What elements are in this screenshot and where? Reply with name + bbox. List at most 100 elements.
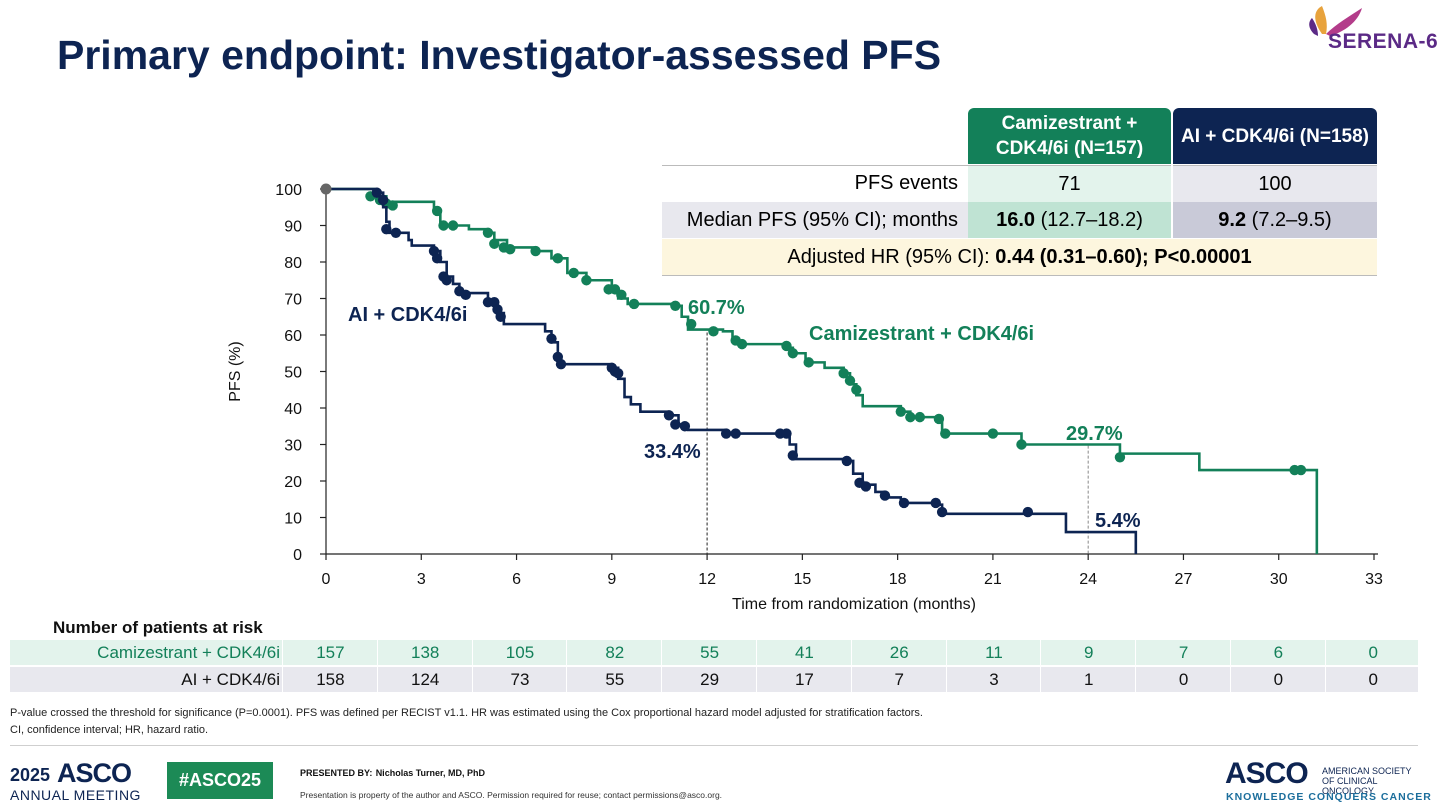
row-label-median: Median PFS (95% CI); months — [662, 202, 968, 238]
at-risk-value: 1 — [1040, 667, 1136, 692]
camizestrant-censor-mark — [708, 326, 719, 337]
y-tick-label: 100 — [275, 182, 302, 199]
x-tick-label: 33 — [1365, 571, 1383, 588]
y-tick-label: 30 — [284, 438, 302, 455]
at-risk-value: 0 — [1135, 667, 1231, 692]
camizestrant-censor-mark — [552, 253, 564, 264]
ai-censor-mark — [441, 275, 452, 286]
camizestrant-censor-mark — [787, 348, 799, 359]
events-ai: 100 — [1173, 165, 1377, 202]
hazard-ratio-row: Adjusted HR (95% CI): 0.44 (0.31–0.60); … — [662, 239, 1377, 276]
camizestrant-censor-mark — [895, 406, 907, 417]
ai-censor-mark — [381, 223, 392, 235]
y-tick-label: 60 — [284, 328, 302, 345]
camizestrant-censor-mark — [1295, 464, 1307, 476]
at-risk-value: 157 — [282, 640, 378, 665]
ai-censor-mark — [936, 506, 948, 518]
start-point — [320, 183, 332, 195]
cam-curve-label: Camizestrant + CDK4/6i — [809, 323, 1034, 345]
x-tick-label: 18 — [889, 571, 907, 588]
at-risk-row-label: Camizestrant + CDK4/6i — [97, 643, 280, 662]
at-risk-value: 73 — [471, 667, 568, 692]
ai-censor-mark — [730, 428, 741, 439]
ai-censor-mark — [431, 253, 443, 264]
table-header-ai: AI + CDK4/6i (N=158) — [1173, 108, 1377, 164]
ai-censor-mark — [720, 428, 732, 439]
x-tick-label: 24 — [1079, 571, 1097, 588]
ai-censor-mark — [546, 333, 557, 344]
camizestrant-censor-mark — [628, 298, 640, 310]
at-risk-value: 41 — [756, 640, 852, 665]
median-ai-value: 9.2 — [1218, 208, 1247, 231]
cam-landmark-12: 60.7% — [688, 297, 745, 319]
ai-censor-mark — [390, 227, 402, 238]
camizestrant-censor-mark — [803, 357, 814, 368]
events-camizestrant: 71 — [968, 165, 1171, 202]
camizestrant-censor-mark — [844, 375, 856, 386]
at-risk-row-camizestrant: Camizestrant + CDK4/6i 157 138 105 82 55 41 26 1… — [10, 640, 1418, 665]
property-note: Presentation is property of the author a… — [300, 790, 723, 800]
at-risk-value: 105 — [471, 640, 568, 665]
at-risk-value: 7 — [1135, 640, 1231, 665]
ai-censor-mark — [612, 368, 624, 379]
ai-censor-mark — [670, 419, 681, 430]
camizestrant-censor-mark — [781, 340, 792, 352]
camizestrant-censor-mark — [686, 318, 697, 330]
median-ai: 9.2 (7.2–9.5) — [1173, 202, 1377, 238]
cam-landmark-24: 29.7% — [1066, 423, 1123, 445]
presented-by: PRESENTED BY: Nicholas Turner, MD, PhD — [300, 765, 485, 779]
at-risk-row-label: AI + CDK4/6i — [181, 670, 280, 689]
median-ai-ci: (7.2–9.5) — [1251, 208, 1332, 231]
footnote-2: CI, confidence interval; HR, hazard rati… — [10, 724, 209, 736]
table-header-camizestrant: Camizestrant + CDK4/6i (N=157) — [968, 108, 1171, 164]
camizestrant-censor-mark — [530, 245, 541, 257]
ai-censor-mark — [898, 497, 910, 509]
ai-censor-mark — [371, 187, 383, 198]
camizestrant-censor-mark — [914, 411, 926, 423]
hashtag-badge: #ASCO25 — [167, 762, 273, 799]
camizestrant-censor-mark — [736, 338, 748, 350]
y-tick-label: 10 — [284, 511, 302, 528]
at-risk-value: 158 — [282, 667, 378, 692]
at-risk-value: 6 — [1230, 640, 1326, 665]
page-title: Primary endpoint: Investigator-assessed … — [57, 32, 942, 78]
at-risk-value: 9 — [1040, 640, 1136, 665]
presenter-name: Nicholas Turner, MD, PhD — [375, 768, 486, 778]
y-tick-label: 0 — [293, 547, 302, 564]
asco-logo: ASCO — [1225, 757, 1309, 790]
ai-curve-label: AI + CDK4/6i — [348, 304, 467, 326]
ai-censor-mark — [879, 490, 891, 501]
meeting-asco: ASCO — [57, 758, 132, 788]
at-risk-value: 26 — [850, 640, 947, 665]
hr-label: Adjusted HR (95% CI): — [787, 245, 990, 268]
footer-divider — [10, 745, 1418, 746]
at-risk-value: 138 — [376, 640, 473, 665]
median-camizestrant: 16.0 (12.7–18.2) — [968, 202, 1171, 238]
footnote-1: P-value crossed the threshold for signif… — [10, 707, 923, 719]
x-tick-label: 15 — [793, 571, 811, 588]
camizestrant-curve — [326, 187, 1319, 554]
y-tick-label: 40 — [284, 401, 302, 418]
camizestrant-censor-mark — [987, 428, 999, 439]
asco-tagline: KNOWLEDGE CONQUERS CANCER — [1226, 791, 1432, 803]
asco-society-name: AMERICAN SOCIETY OF CLINICAL ONCOLOGY — [1322, 766, 1412, 796]
ai-censor-mark — [495, 311, 506, 322]
y-tick-label: 90 — [284, 219, 302, 236]
ai-censor-mark — [679, 421, 691, 432]
camizestrant-censor-mark — [838, 368, 849, 379]
at-risk-value: 3 — [945, 667, 1042, 692]
camizestrant-censor-mark — [438, 220, 449, 231]
at-risk-row-ai: AI + CDK4/6i 158 124 73 55 29 17 7 3 1 0 0 0 — [10, 667, 1418, 692]
y-tick-label: 50 — [284, 365, 302, 382]
camizestrant-censor-mark — [431, 205, 443, 217]
camizestrant-censor-mark — [489, 238, 500, 249]
ai-censor-mark — [377, 194, 389, 206]
ai-censor-mark — [860, 481, 872, 492]
median-cam-ci: (12.7–18.2) — [1040, 208, 1143, 231]
y-tick-label: 80 — [284, 255, 302, 272]
ai-censor-mark — [781, 428, 792, 439]
serena-logo-icon — [1309, 6, 1362, 36]
camizestrant-censor-mark — [940, 428, 951, 439]
camizestrant-censor-mark — [933, 413, 945, 425]
y-axis-label: PFS (%) — [227, 341, 244, 401]
